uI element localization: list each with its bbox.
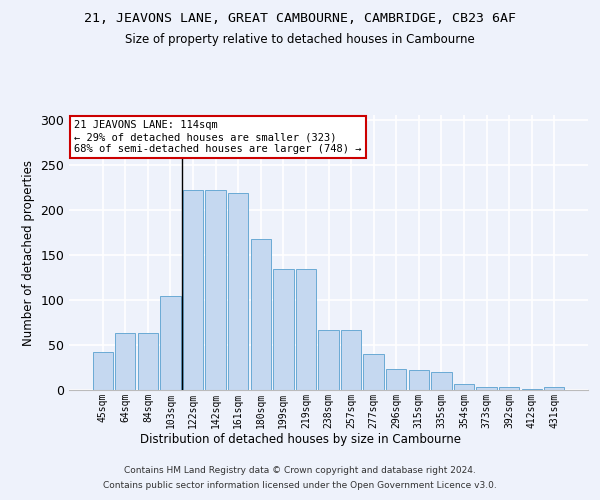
Bar (228, 192, 248, 390)
Text: Contains public sector information licensed under the Open Government Licence v3: Contains public sector information licen… (103, 481, 497, 490)
Bar (115, 333, 136, 390)
Bar (205, 190, 226, 390)
Bar (319, 330, 338, 390)
Bar (251, 238, 271, 390)
Y-axis label: Number of detached properties: Number of detached properties (22, 160, 35, 346)
Text: Size of property relative to detached houses in Cambourne: Size of property relative to detached ho… (125, 32, 475, 46)
Bar (92, 352, 113, 390)
Bar (499, 388, 519, 390)
Text: Contains HM Land Registry data © Crown copyright and database right 2024.: Contains HM Land Registry data © Crown c… (124, 466, 476, 475)
Text: 21 JEAVONS LANE: 114sqm
← 29% of detached houses are smaller (323)
68% of semi-d: 21 JEAVONS LANE: 114sqm ← 29% of detache… (74, 120, 362, 154)
Text: Distribution of detached houses by size in Cambourne: Distribution of detached houses by size … (139, 432, 461, 446)
Bar (386, 370, 406, 390)
Bar (138, 333, 158, 390)
Bar (273, 269, 293, 390)
Bar (364, 354, 384, 390)
Bar (454, 384, 474, 390)
Bar (476, 388, 497, 390)
Text: 21, JEAVONS LANE, GREAT CAMBOURNE, CAMBRIDGE, CB23 6AF: 21, JEAVONS LANE, GREAT CAMBOURNE, CAMBR… (84, 12, 516, 26)
Bar (431, 372, 452, 390)
Bar (409, 370, 429, 390)
Bar (544, 388, 565, 390)
Bar (296, 269, 316, 390)
Bar (160, 296, 181, 390)
Bar (183, 190, 203, 390)
Bar (341, 330, 361, 390)
Bar (521, 389, 542, 390)
